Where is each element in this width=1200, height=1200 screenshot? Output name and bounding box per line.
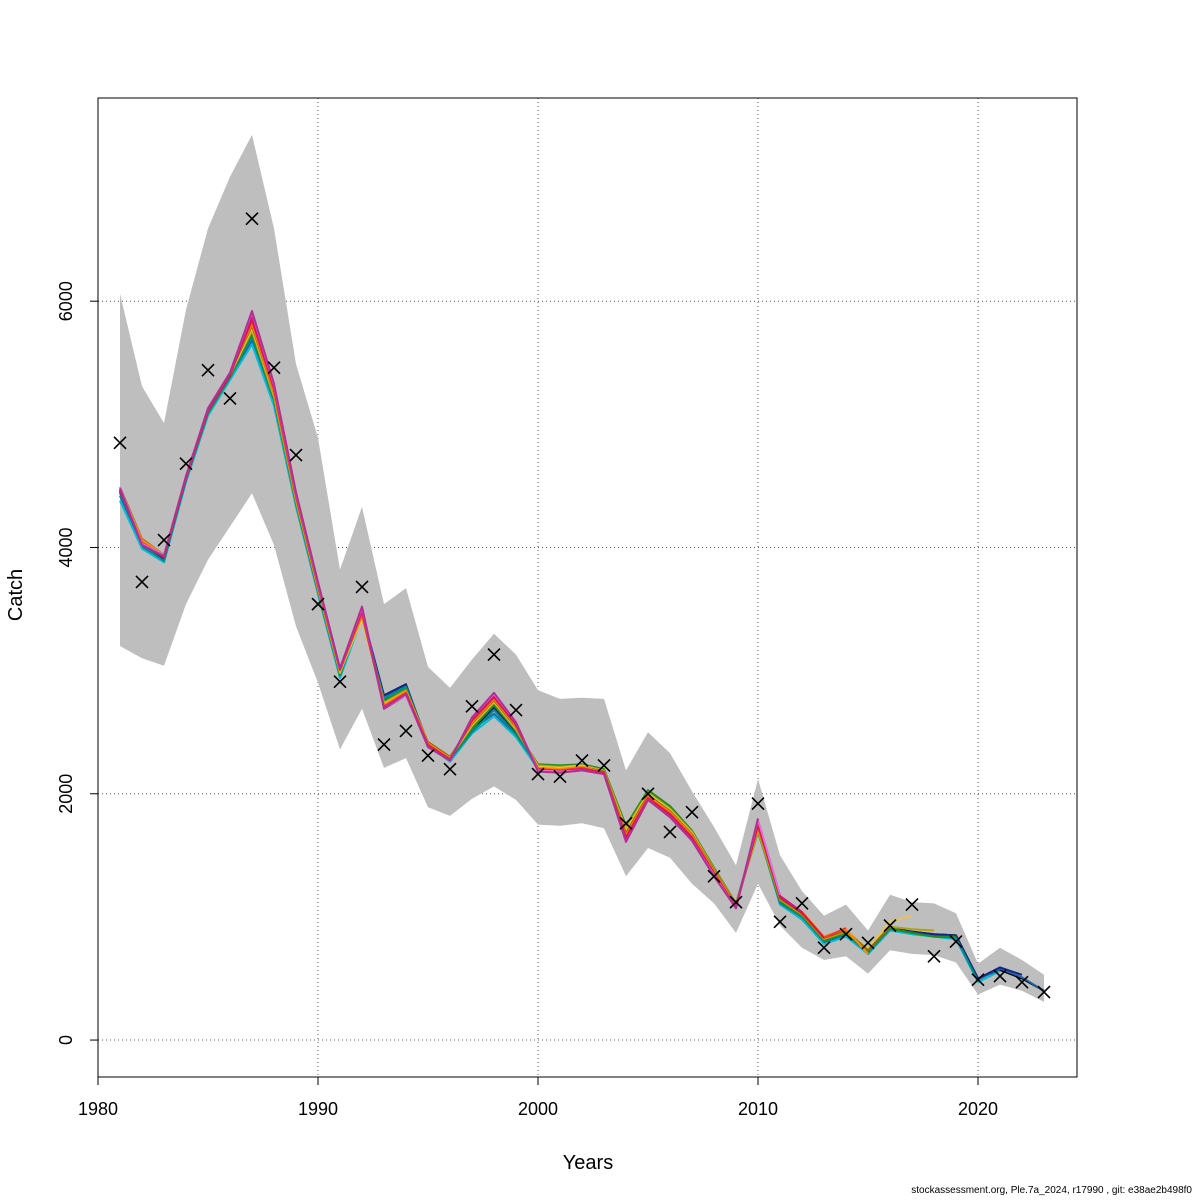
confidence-band-area xyxy=(120,134,1044,1002)
observed-point xyxy=(817,941,831,955)
observed-point xyxy=(597,758,611,773)
observed-point xyxy=(949,934,963,949)
axes: 1980 1990 2000 2010 2020 0 2000 4000 6000 xyxy=(56,97,1078,1119)
x-tick-label: 1980 xyxy=(78,1099,118,1119)
observed-point xyxy=(355,580,369,594)
x-tick-label: 2020 xyxy=(958,1099,998,1119)
observed-point xyxy=(311,597,325,611)
observed-point xyxy=(641,787,655,801)
footer-credit: stockassessment.org, Ple.7a_2024, r17990… xyxy=(911,1185,1192,1196)
y-tick-label: 6000 xyxy=(56,281,76,321)
x-tick-label: 2010 xyxy=(738,1099,778,1119)
observed-point xyxy=(223,391,237,406)
y-tick-label: 4000 xyxy=(56,527,76,567)
observed-point xyxy=(553,769,567,784)
observed-point xyxy=(531,767,545,781)
y-axis-title: Catch xyxy=(5,569,27,621)
observed-point xyxy=(377,737,391,752)
observed-point xyxy=(421,749,435,763)
model-series xyxy=(119,310,1045,992)
observed-point xyxy=(1037,985,1051,999)
observed-point xyxy=(905,898,919,912)
observed-point xyxy=(135,575,149,589)
observed-point xyxy=(289,448,303,462)
observed-point xyxy=(245,212,259,226)
confidence-band xyxy=(120,134,1044,1002)
observed-point xyxy=(993,969,1007,983)
observed-point xyxy=(179,457,193,471)
x-axis-title: Years xyxy=(563,1152,613,1174)
observed-point xyxy=(707,869,721,883)
observed-point xyxy=(267,361,281,375)
observed-point xyxy=(201,363,215,377)
observed-point xyxy=(575,753,589,768)
x-tick-label: 1990 xyxy=(298,1099,338,1119)
observed-point xyxy=(883,918,897,933)
y-tick-label: 2000 xyxy=(56,774,76,814)
observed-point xyxy=(729,895,743,909)
observed-points xyxy=(113,212,1051,999)
observed-point xyxy=(113,436,127,450)
observed-point xyxy=(1015,975,1029,989)
series-line xyxy=(119,310,759,910)
observed-point xyxy=(751,797,765,811)
observed-point xyxy=(795,896,809,910)
observed-point xyxy=(487,648,501,662)
observed-point xyxy=(861,936,875,950)
observed-point xyxy=(465,699,479,713)
observed-point xyxy=(619,816,633,830)
observed-point xyxy=(927,949,941,963)
observed-point xyxy=(773,915,787,929)
observed-point xyxy=(971,973,985,987)
observed-point xyxy=(157,533,171,547)
observed-point xyxy=(663,825,677,839)
x-tick-label: 2000 xyxy=(518,1099,558,1119)
observed-point xyxy=(839,927,853,941)
observed-point xyxy=(333,675,347,689)
y-tick-label: 0 xyxy=(56,1035,76,1045)
observed-point xyxy=(509,703,523,717)
observed-point xyxy=(399,724,413,738)
observed-point xyxy=(443,762,457,776)
observed-point xyxy=(685,805,699,819)
